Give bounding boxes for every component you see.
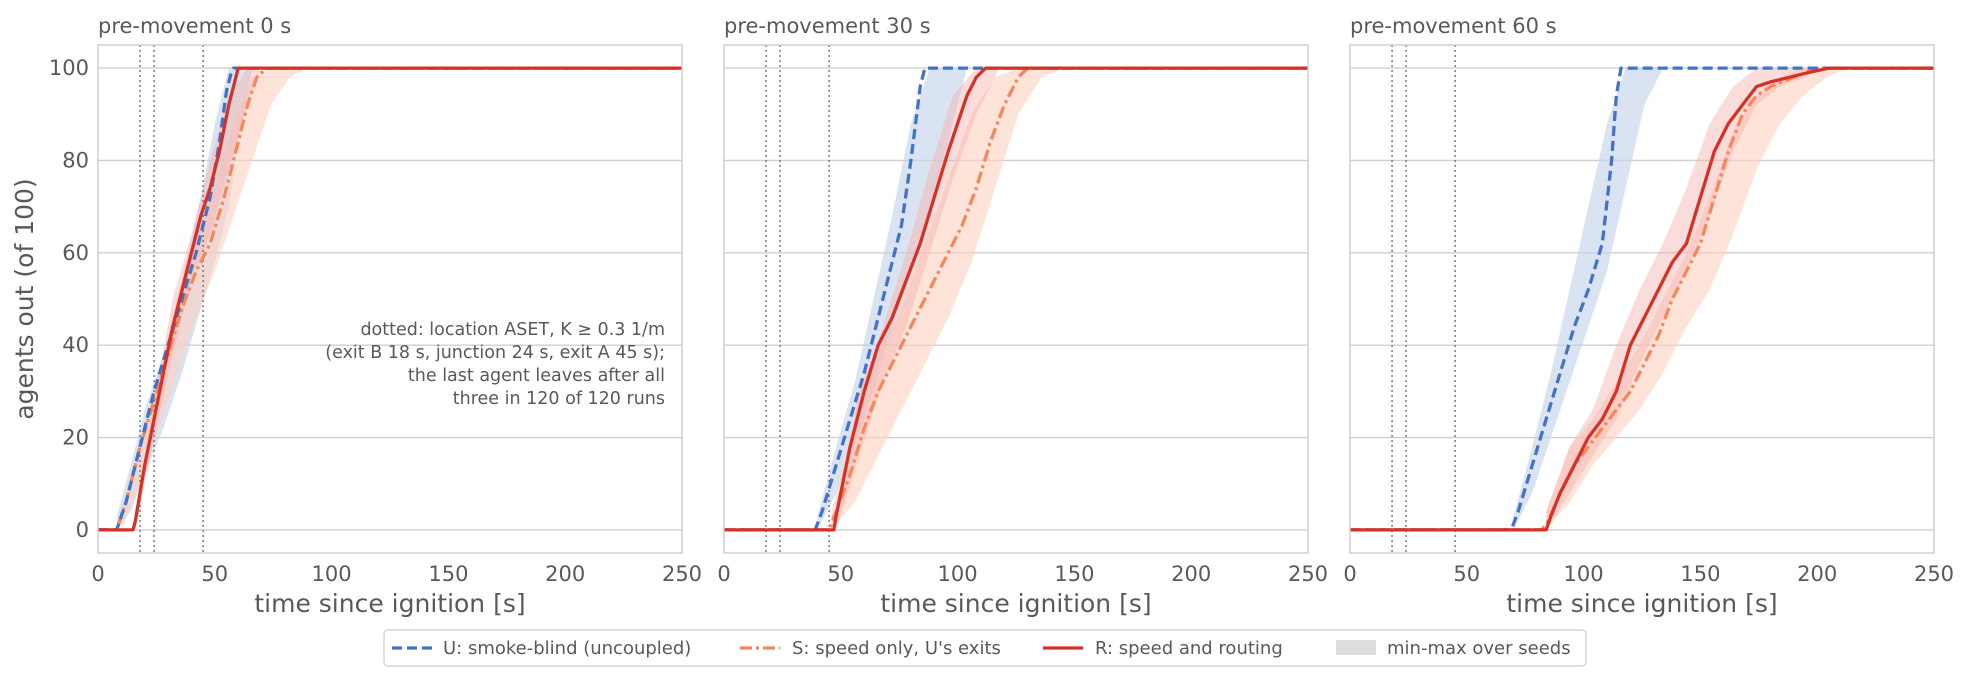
band-speed-only xyxy=(831,68,1066,530)
x-tick-label: 0 xyxy=(1343,562,1356,586)
band-smoke-blind xyxy=(817,68,967,530)
plot-frame xyxy=(97,44,683,554)
plot-frame xyxy=(1349,44,1935,554)
x-tick-label: 200 xyxy=(1797,562,1837,586)
x-tick-label: 0 xyxy=(91,562,104,586)
series-smoke-blind xyxy=(98,66,682,532)
x-tick-label: 150 xyxy=(1054,562,1094,586)
x-tick-label: 250 xyxy=(1914,562,1954,586)
x-tick-label: 150 xyxy=(1680,562,1720,586)
x-tick-label: 100 xyxy=(938,562,978,586)
x-tick-label: 150 xyxy=(428,562,468,586)
x-tick-label: 50 xyxy=(201,562,228,586)
series-speed-and-routing xyxy=(1350,66,1934,532)
aset-annotation: dotted: location ASET, K ≥ 0.3 1/m (exit … xyxy=(325,320,665,409)
x-tick-label: 100 xyxy=(1564,562,1604,586)
plot-frame xyxy=(723,44,1309,554)
series-speed-and-routing xyxy=(724,66,1308,532)
legend: U: smoke-blind (uncoupled) S: speed only… xyxy=(383,629,1587,667)
plot-area xyxy=(1350,45,1934,553)
legend-label-smoke-blind: U: smoke-blind (uncoupled) xyxy=(443,638,691,659)
x-tick-label: 100 xyxy=(312,562,352,586)
y-tick-label: 0 xyxy=(76,518,89,542)
series-speed-only xyxy=(724,66,1308,532)
y-tick-label: 80 xyxy=(62,148,89,172)
series-smoke-blind xyxy=(1350,66,1934,532)
panel-1: 0 50 100 150 200 250 0 20 40 60 80 100 pre-movement … xyxy=(10,14,702,618)
panel-title: pre-movement 30 s xyxy=(724,14,931,38)
legend-label-speed-and-routing: R: speed and routing xyxy=(1095,638,1283,659)
x-axis-label: time since ignition [s] xyxy=(1506,589,1777,618)
x-tick-label: 0 xyxy=(717,562,730,586)
x-tick-label: 50 xyxy=(1453,562,1480,586)
y-tick-label: 60 xyxy=(62,241,89,265)
y-tick-label: 40 xyxy=(62,333,89,357)
legend-frame xyxy=(383,629,1587,667)
x-tick-label: 250 xyxy=(662,562,702,586)
y-axis-label: agents out (of 100) xyxy=(10,178,39,419)
legend-label-min-max: min-max over seeds xyxy=(1387,638,1571,659)
x-axis-label: time since ignition [s] xyxy=(880,589,1151,618)
plot-area xyxy=(98,45,682,553)
x-tick-label: 200 xyxy=(545,562,585,586)
x-tick-label: 250 xyxy=(1288,562,1328,586)
series-smoke-blind xyxy=(724,66,1308,532)
panel-title: pre-movement 60 s xyxy=(1350,14,1557,38)
band-smoke-blind xyxy=(1513,68,1663,530)
panel-title: pre-movement 0 s xyxy=(98,14,291,38)
legend-label-speed-only: S: speed only, U's exits xyxy=(792,638,1001,659)
x-axis-label: time since ignition [s] xyxy=(254,589,525,618)
y-tick-label: 20 xyxy=(62,426,89,450)
band-speed-only xyxy=(1546,68,1850,530)
x-tick-label: 200 xyxy=(1171,562,1211,586)
series-speed-only xyxy=(98,66,682,532)
plot-area xyxy=(724,45,1308,553)
band-speed-and-routing xyxy=(1546,68,1827,530)
series-speed-and-routing xyxy=(98,66,682,532)
x-tick-label: 50 xyxy=(827,562,854,586)
panel-2: 0 50 100 150 200 250 pre-movement 30 s time sin… xyxy=(717,14,1328,618)
legend-swatch-min-max xyxy=(1336,640,1376,655)
chart-panels: 0 50 100 150 200 250 0 20 40 60 80 100 pre-movement … xyxy=(10,14,1954,618)
y-tick-label: 100 xyxy=(49,56,89,80)
panel-3: 0 50 100 150 200 250 pre-movement 60 s time sin… xyxy=(1343,14,1954,618)
